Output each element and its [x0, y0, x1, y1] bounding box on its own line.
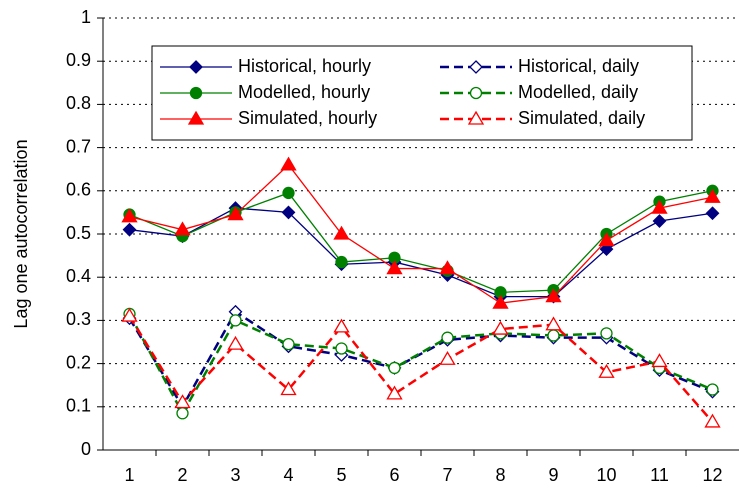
- marker: [704, 188, 721, 203]
- marker: [547, 329, 560, 342]
- marker: [176, 407, 189, 420]
- marker: [704, 413, 721, 428]
- legend-box: [151, 45, 693, 141]
- x-tick-label: 3: [230, 465, 240, 485]
- marker: [598, 363, 615, 378]
- x-tick-label: 7: [442, 465, 452, 485]
- y-tick-label: 0.6: [66, 180, 91, 200]
- marker: [174, 394, 191, 409]
- marker: [174, 221, 191, 236]
- marker: [439, 260, 456, 275]
- marker: [282, 186, 295, 200]
- marker: [651, 353, 668, 368]
- marker: [227, 206, 244, 221]
- x-tick-label: 10: [596, 465, 616, 485]
- marker: [333, 318, 350, 333]
- marker: [280, 381, 297, 396]
- x-tick-label: 4: [283, 465, 293, 485]
- y-tick-label: 0.9: [66, 50, 91, 70]
- y-tick-label: 0.5: [66, 223, 91, 243]
- y-tick-label: 0.8: [66, 93, 91, 113]
- series-line: [129, 163, 713, 304]
- series-line: [128, 313, 713, 416]
- marker: [652, 214, 667, 228]
- x-tick-label: 9: [548, 465, 558, 485]
- marker: [441, 331, 454, 344]
- marker: [651, 199, 668, 214]
- y-tick-label: 0.3: [66, 309, 91, 329]
- series-line: [129, 190, 713, 293]
- series-line: [128, 315, 714, 423]
- marker: [386, 385, 403, 400]
- marker: [333, 225, 350, 240]
- y-tick-label: 0.1: [66, 396, 91, 416]
- marker: [229, 314, 242, 327]
- marker: [121, 307, 138, 322]
- marker: [187, 110, 205, 125]
- y-tick-label: 1: [81, 7, 91, 27]
- marker: [335, 255, 348, 269]
- marker: [439, 350, 456, 365]
- marker: [227, 335, 244, 350]
- y-tick-label: 0: [81, 439, 91, 459]
- x-tick-label: 5: [336, 465, 346, 485]
- marker: [386, 260, 403, 275]
- marker: [467, 110, 485, 125]
- marker: [705, 206, 720, 221]
- marker: [189, 60, 203, 74]
- legend-label: Simulated, hourly: [238, 108, 377, 128]
- marker: [469, 60, 483, 74]
- marker: [281, 205, 296, 220]
- marker: [545, 316, 562, 331]
- marker: [388, 361, 401, 375]
- legend-label: Simulated, daily: [518, 108, 645, 128]
- marker: [121, 208, 138, 223]
- marker: [122, 222, 137, 237]
- series-line: [128, 309, 713, 410]
- marker: [492, 320, 509, 335]
- x-tick-label: 12: [702, 465, 722, 485]
- marker: [706, 383, 719, 396]
- y-tick-label: 0.2: [66, 352, 91, 372]
- marker: [492, 294, 509, 309]
- x-tick-label: 11: [650, 465, 669, 485]
- marker: [280, 156, 297, 171]
- marker: [335, 342, 348, 355]
- y-tick-label: 0.4: [66, 266, 91, 286]
- legend-label: Modelled, hourly: [238, 82, 370, 102]
- marker: [545, 288, 562, 303]
- x-tick-label: 8: [495, 465, 505, 485]
- y-axis-label: Lag one autocorrelation: [11, 139, 31, 328]
- legend: Historical, hourly Modelled, hourly Simula…: [151, 45, 693, 141]
- marker: [189, 86, 203, 100]
- legend-label: Historical, hourly: [238, 56, 371, 76]
- y-tick-label: 0.7: [66, 136, 91, 156]
- marker: [469, 86, 483, 100]
- x-tick-label: 6: [389, 465, 399, 485]
- legend-label: Modelled, daily: [518, 82, 638, 102]
- marker: [600, 327, 613, 340]
- x-tick-label: 1: [124, 465, 134, 485]
- marker: [282, 338, 295, 351]
- legend-label: Historical, daily: [518, 56, 639, 76]
- marker: [598, 232, 615, 247]
- x-tick-label: 2: [177, 465, 187, 485]
